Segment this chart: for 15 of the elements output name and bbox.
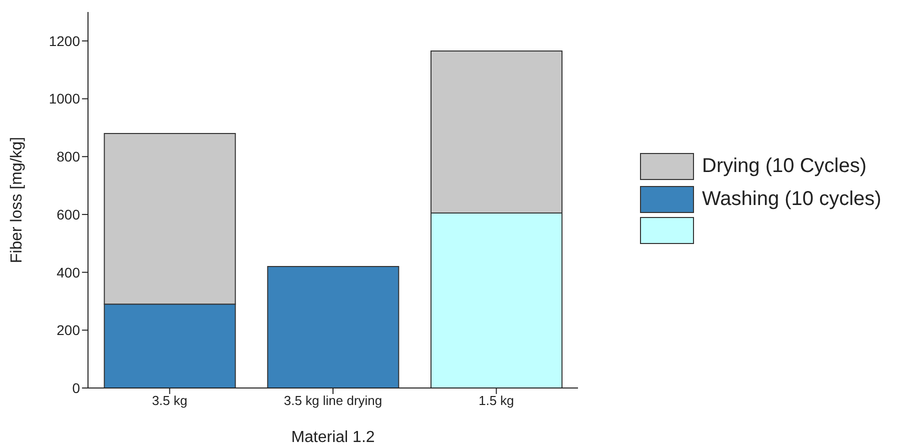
x-tick-label: 1.5 kg [478,393,514,408]
x-tick-label: 3.5 kg line drying [284,393,382,408]
y-tick-label: 800 [56,148,80,165]
y-tick-label: 200 [56,322,80,338]
y-tick-label: 1200 [48,32,80,49]
y-tick-label: 1000 [48,90,80,107]
legend-label: Washing (10 cycles) [702,187,882,212]
y-tick-label: 600 [56,206,80,222]
legend-label: Drying (10 Cycles) [702,154,866,179]
x-tick-label: 3.5 kg [152,393,188,408]
x-axis-title: Material 1.2 [291,429,375,446]
bar [267,266,400,388]
y-tick-label: 0 [72,380,80,396]
y-axis-title: Fiber loss [mg/kg] [8,136,26,264]
y-tick-label: 400 [56,264,80,280]
